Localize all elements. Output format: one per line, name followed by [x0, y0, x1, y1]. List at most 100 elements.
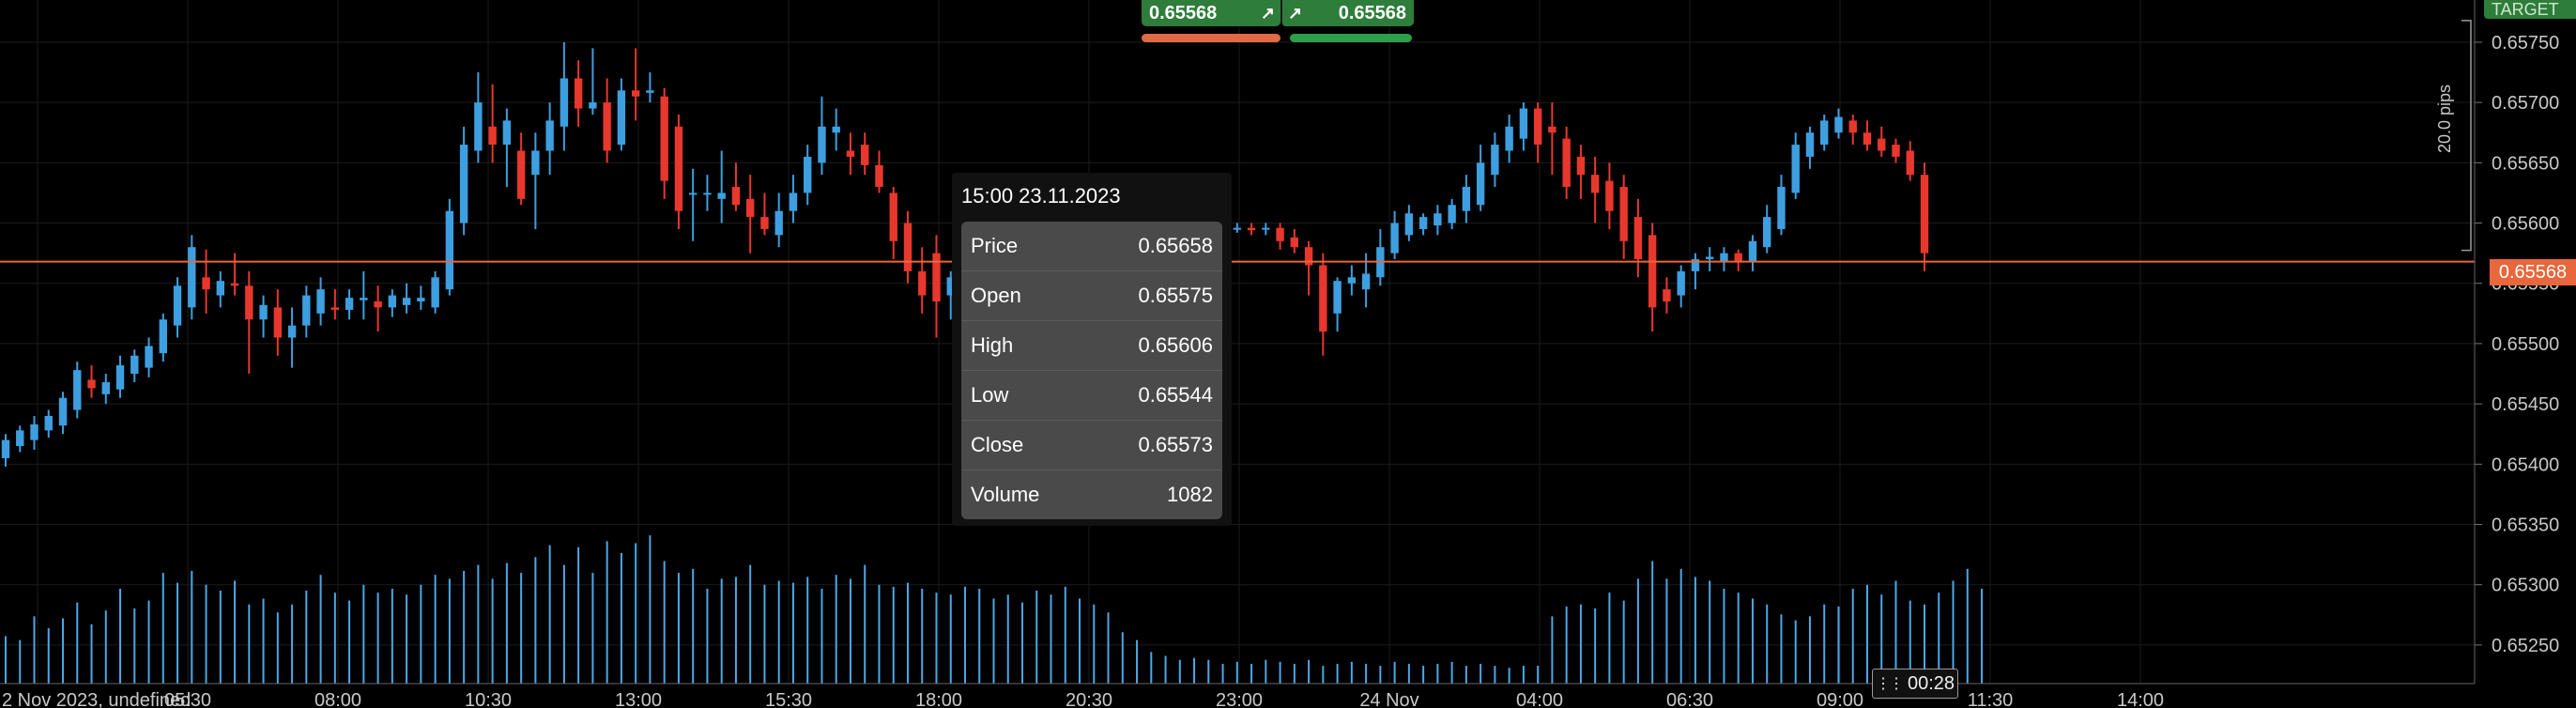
- price-tick-label: 0.65750: [2492, 33, 2559, 54]
- candle-body: [417, 298, 425, 301]
- candle-body: [1920, 175, 1929, 254]
- candle-body: [1663, 289, 1671, 301]
- candle-body: [445, 210, 454, 290]
- candle-body: [115, 365, 125, 390]
- tooltip-label: Price: [971, 234, 1019, 257]
- price-tick-label: 0.65650: [2492, 153, 2559, 174]
- candle-body: [1677, 270, 1685, 296]
- tooltip-title: 15:00 23.11.2023: [961, 184, 1121, 208]
- candle-body: [287, 325, 297, 338]
- price-tick-label: 0.65450: [2492, 394, 2559, 415]
- time-tick-label: 08:00: [314, 690, 361, 708]
- sell-sentiment-bar: [1142, 34, 1280, 42]
- time-tick-label: 06:30: [1666, 690, 1713, 708]
- candle-body: [946, 277, 955, 296]
- candle-body: [502, 120, 512, 146]
- candle-body: [58, 397, 68, 426]
- candle-body: [1418, 217, 1428, 229]
- candle-body: [1748, 240, 1757, 262]
- buy-button[interactable]: ↗ 0.65568: [1280, 0, 1414, 26]
- candle-body: [173, 285, 182, 326]
- candle-body: [245, 285, 253, 320]
- candle-body: [30, 423, 38, 440]
- candle-body: [1848, 120, 1857, 133]
- candle-body: [1619, 187, 1628, 241]
- candle-body: [574, 78, 583, 109]
- candle-body: [531, 150, 540, 176]
- candle-body: [101, 382, 110, 394]
- time-tick-label: 13:00: [615, 690, 662, 708]
- tooltip-value: 0.65658: [1138, 234, 1213, 257]
- tooltip-body: Price 0.65658 Open 0.65575 High 0.65606 …: [961, 222, 1222, 519]
- candle-body: [1878, 138, 1886, 151]
- candle-body: [818, 126, 826, 163]
- candle-body: [760, 217, 769, 229]
- candle-body: [202, 277, 210, 290]
- ohlc-tooltip: 15:00 23.11.2023 Price 0.65658 Open 0.65…: [952, 173, 1232, 526]
- candle-countdown: ⋮⋮ 00:28: [1872, 669, 1958, 699]
- candle-body: [560, 78, 569, 127]
- candle-body: [646, 90, 654, 93]
- time-tick-label: 20:30: [1066, 690, 1112, 708]
- drag-handle-icon[interactable]: ⋮⋮: [1875, 676, 1904, 692]
- candle-body: [1863, 132, 1872, 146]
- pips-bracket: [2461, 20, 2472, 252]
- tooltip-label: High: [971, 333, 1014, 357]
- time-tick-label: 2 Nov 2023, undefined: [2, 690, 191, 708]
- candle-body: [774, 210, 783, 236]
- sell-button[interactable]: 0.65568 ↗: [1142, 0, 1280, 26]
- candle-body: [1476, 162, 1485, 206]
- candle-body: [1361, 273, 1371, 290]
- candle-body: [1777, 187, 1786, 229]
- time-tick-label: 10:30: [465, 690, 512, 708]
- price-tick-label: 0.65350: [2492, 516, 2559, 536]
- candle-body: [360, 298, 368, 300]
- candle-body: [846, 150, 855, 157]
- time-tick-label: 04:00: [1516, 690, 1563, 708]
- sell-arrow-icon: ↗: [1260, 3, 1275, 23]
- candle-body: [345, 298, 354, 310]
- candle-body: [145, 346, 153, 368]
- candle-body: [832, 126, 840, 133]
- candle-body: [1390, 223, 1399, 254]
- candle-body: [1347, 277, 1357, 284]
- price-axis[interactable]: 0.657500.657000.656500.656000.655500.655…: [2474, 0, 2559, 684]
- time-tick-label: 18:00: [915, 690, 962, 708]
- candle-body: [1262, 227, 1270, 230]
- candle-body: [717, 192, 726, 199]
- tooltip-value: 0.65544: [1138, 383, 1213, 407]
- tooltip-value: 0.65575: [1138, 284, 1213, 307]
- time-tick-label: 11:30: [1968, 690, 2014, 708]
- volume-bars: [5, 535, 1984, 684]
- candle-body: [488, 126, 497, 146]
- candle-body: [1906, 150, 1914, 176]
- candle-body: [861, 145, 869, 165]
- candle-body: [374, 300, 382, 308]
- time-tick-label: 23:00: [1216, 690, 1263, 708]
- tooltip-label: Close: [971, 433, 1024, 456]
- candle-body: [330, 307, 340, 310]
- tooltip-row-high: High 0.65606: [961, 321, 1222, 371]
- candle-body: [516, 150, 526, 199]
- price-tick-label: 0.65400: [2492, 454, 2559, 475]
- candle-body: [688, 192, 698, 195]
- candle-body: [159, 319, 167, 354]
- candle-body: [1233, 227, 1242, 230]
- price-tick-label: 0.65700: [2492, 93, 2559, 114]
- candle-body: [44, 415, 53, 431]
- candle-body: [674, 126, 683, 211]
- candle-body: [316, 289, 325, 314]
- tooltip-row-open: Open 0.65575: [961, 271, 1222, 321]
- candle-body: [932, 253, 941, 301]
- candle-body: [1290, 237, 1299, 248]
- tooltip-value: 0.65606: [1138, 333, 1213, 357]
- tooltip-value: 1082: [1167, 483, 1213, 506]
- candle-body: [889, 192, 897, 241]
- candle-body: [1319, 265, 1327, 332]
- candle-body: [1805, 132, 1815, 157]
- candle-body: [459, 145, 468, 223]
- target-badge[interactable]: TARGET: [2484, 0, 2576, 19]
- candle-body: [903, 223, 912, 271]
